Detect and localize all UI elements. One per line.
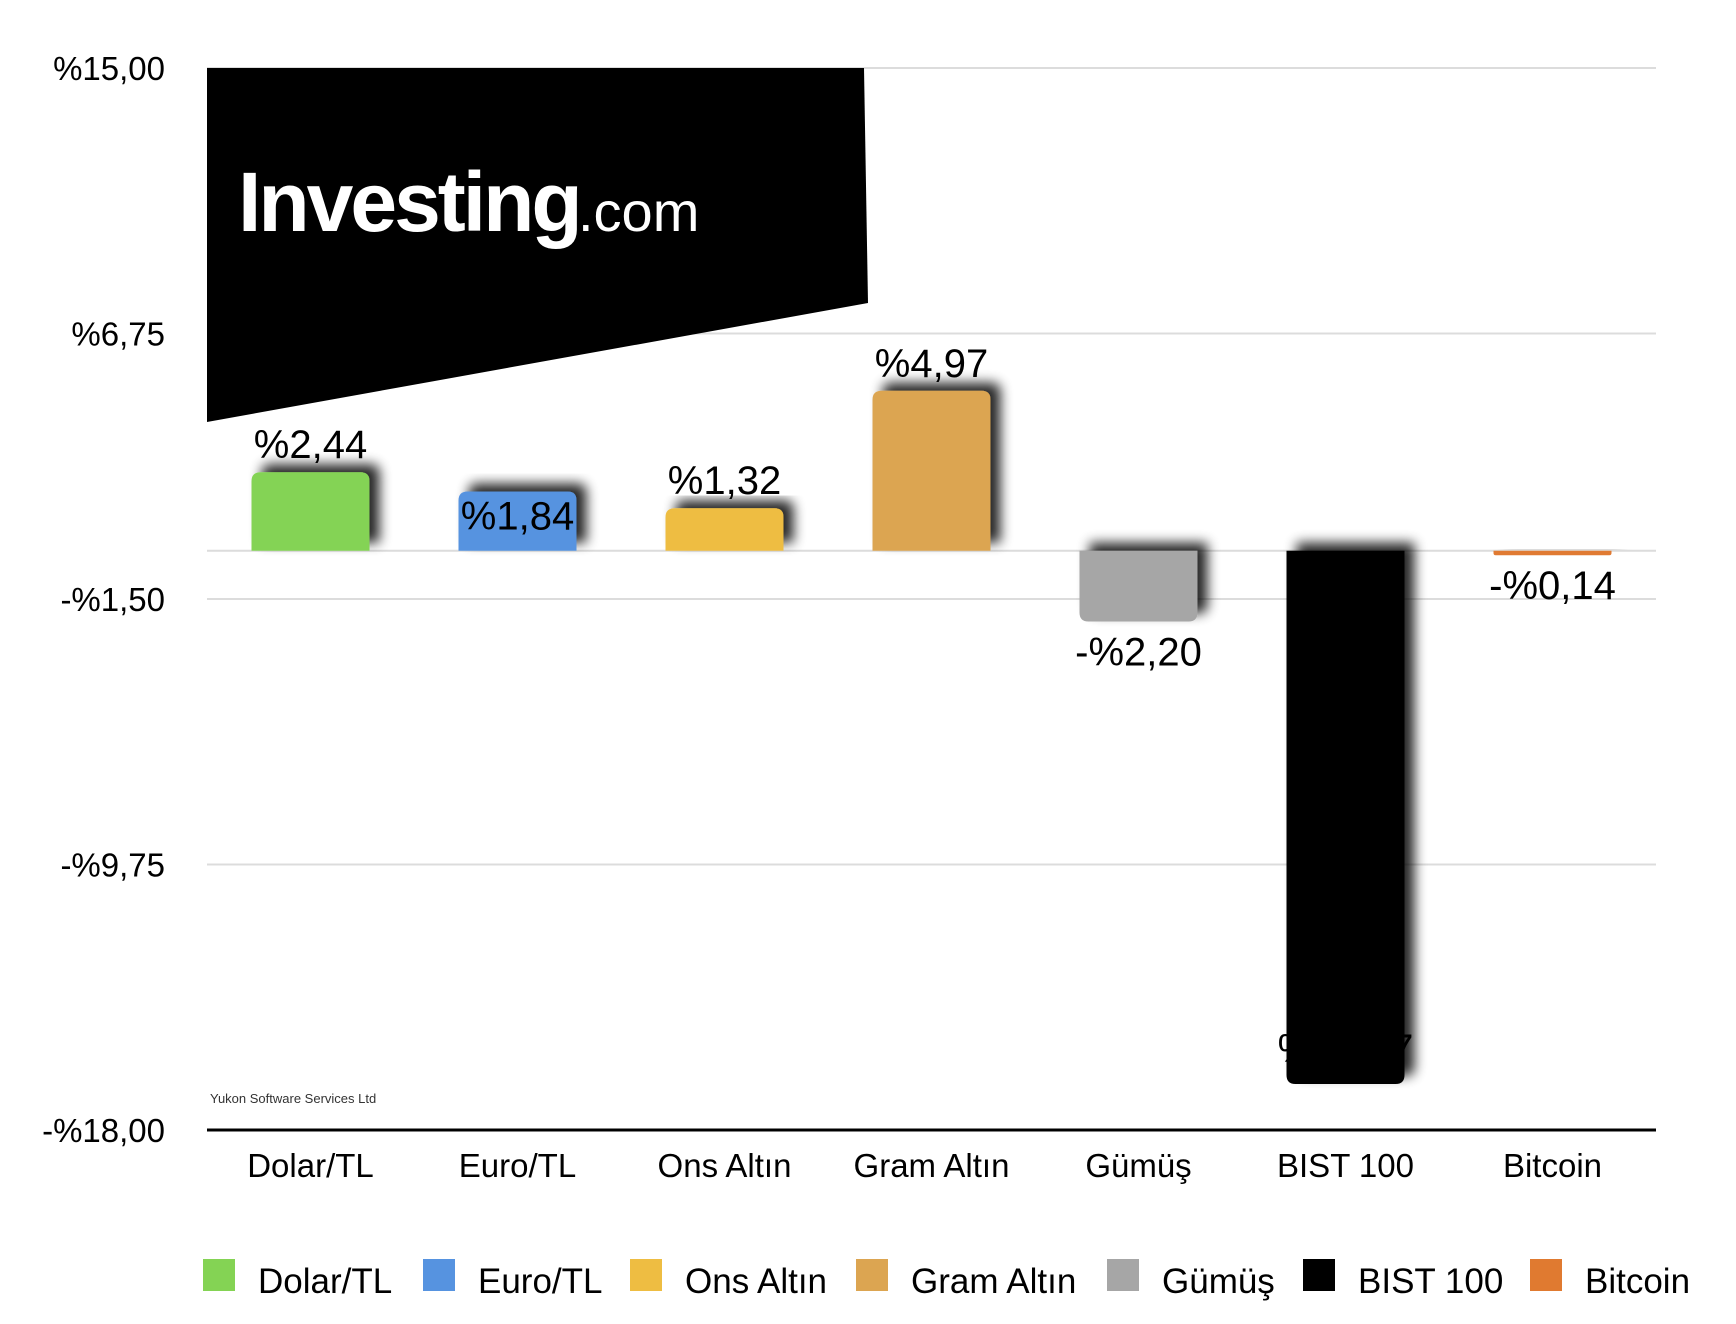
legend-swatch xyxy=(1530,1259,1562,1291)
data-label: %4,97 xyxy=(875,342,988,386)
credit-text: Yukon Software Services Ltd xyxy=(210,1091,376,1106)
legend-label: Euro/TL xyxy=(478,1262,603,1301)
x-axis-categories: Dolar/TL Euro/TL Ons Altın Gram Altın Gümüş B… xyxy=(247,1147,1602,1184)
x-category-label: Dolar/TL xyxy=(247,1147,374,1184)
legend-swatch xyxy=(423,1259,455,1291)
y-axis-ticks: %15,00 %6,75 -%1,50 -%9,75 -%18,00 xyxy=(42,50,165,1149)
data-labels: %2,44 %1,84 %1,32 %4,97 -%2,20 %16,57 -%0,14 xyxy=(254,342,1616,1071)
legend-label: Dolar/TL xyxy=(258,1262,392,1301)
bars xyxy=(251,390,1612,1084)
bar-euro-tl xyxy=(458,491,577,551)
data-label: %16,57 xyxy=(1278,1027,1414,1071)
investing-logo-watermark: Investing .com xyxy=(207,68,868,422)
legend-label: Bitcoin xyxy=(1585,1262,1690,1301)
bar-gram-alt-n xyxy=(872,390,991,551)
x-category-label: Bitcoin xyxy=(1503,1147,1602,1184)
legend-label: Gümüş xyxy=(1162,1262,1275,1301)
legend-label: Gram Altın xyxy=(911,1262,1076,1301)
legend-swatch xyxy=(856,1259,888,1291)
y-tick-label: -%1,50 xyxy=(60,581,165,618)
x-category-label: BIST 100 xyxy=(1277,1147,1414,1184)
bar-bitcoin xyxy=(1493,550,1612,556)
data-label: -%0,14 xyxy=(1489,564,1616,608)
logo-text: Investing xyxy=(238,155,580,249)
x-category-label: Gümüş xyxy=(1085,1147,1191,1184)
legend-swatch xyxy=(1107,1259,1139,1291)
x-category-label: Ons Altın xyxy=(658,1147,792,1184)
y-tick-label: %15,00 xyxy=(53,50,165,87)
bar-bist-100 xyxy=(1286,550,1405,1084)
data-label: %2,44 xyxy=(254,423,367,467)
data-label: -%2,20 xyxy=(1075,631,1202,675)
data-label: %1,32 xyxy=(668,459,781,503)
data-label: %1,84 xyxy=(461,495,574,539)
logo-background xyxy=(207,68,868,422)
x-category-label: Gram Altın xyxy=(854,1147,1010,1184)
logo-suffix: .com xyxy=(578,180,699,243)
x-category-label: Euro/TL xyxy=(459,1147,576,1184)
y-tick-label: -%9,75 xyxy=(60,847,165,884)
legend-swatch xyxy=(1303,1259,1335,1291)
legend-label: BIST 100 xyxy=(1358,1262,1503,1301)
bar-dolar-tl xyxy=(251,472,370,551)
legend-swatch xyxy=(203,1259,235,1291)
y-tick-label: -%18,00 xyxy=(42,1112,165,1149)
legend-swatch xyxy=(630,1259,662,1291)
legend-label: Ons Altın xyxy=(685,1262,827,1301)
bar-ons-alt-n xyxy=(665,508,784,551)
y-tick-label: %6,75 xyxy=(71,316,165,353)
bar-g-m- xyxy=(1079,550,1198,622)
legend: Dolar/TL Euro/TL Ons Altın Gram Altın Gümüş B… xyxy=(203,1259,1690,1301)
